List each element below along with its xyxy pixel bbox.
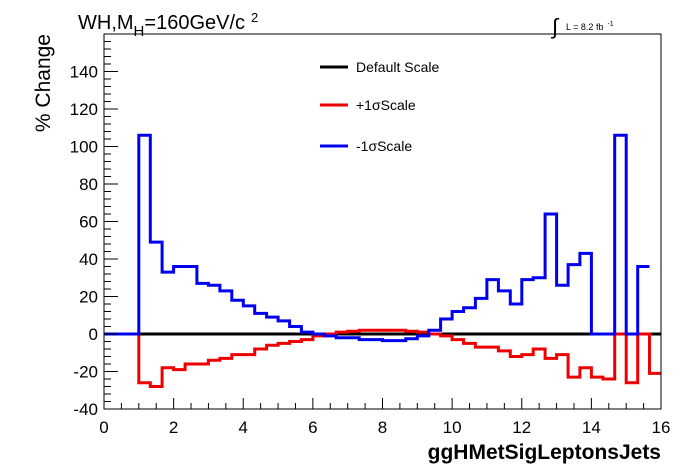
- x-tick-label: 0: [99, 418, 108, 437]
- y-tick-label: 20: [79, 288, 98, 307]
- plus1sigma-scale-line: [104, 328, 661, 388]
- x-tick-label: 12: [512, 418, 531, 437]
- x-tick-label: 16: [652, 418, 671, 437]
- y-tick-label: 0: [89, 325, 98, 344]
- y-tick-label: 140: [70, 63, 98, 82]
- x-tick-label: 10: [443, 418, 462, 437]
- y-tick-label: 80: [79, 175, 98, 194]
- x-tick-label: 14: [582, 418, 601, 437]
- y-tick-label: -20: [73, 363, 98, 382]
- y-tick-label: 100: [70, 138, 98, 157]
- x-tick-label: 6: [308, 418, 317, 437]
- y-tick-label: -40: [73, 400, 98, 419]
- x-tick-label: 4: [239, 418, 248, 437]
- minus1sigma-scale-line: [104, 133, 650, 343]
- lumi-integral-symbol: ∫: [550, 14, 560, 39]
- legend-label-minus1sigma: -1σScale: [356, 138, 412, 154]
- y-tick-label: 60: [79, 213, 98, 232]
- y-tick-label: 120: [70, 100, 98, 119]
- header-mass: =160GeV/c: [144, 12, 245, 34]
- y-axis: -40 -20 0 20 40 60 80 100 120 140: [70, 41, 118, 419]
- header-mass-exponent: 2: [251, 10, 258, 25]
- y-axis-title: % Change: [32, 34, 55, 132]
- header-process: WH,M: [78, 12, 134, 34]
- y-tick-label: 40: [79, 250, 98, 269]
- x-axis-title: ggHMetSigLeptonsJets: [428, 441, 661, 464]
- x-tick-label: 2: [169, 418, 178, 437]
- svg-text:WH,MH=160GeV/c2: WH,MH=160GeV/c 2: [78, 10, 258, 40]
- header-subscript: H: [134, 23, 145, 40]
- legend-label-default: Default Scale: [356, 59, 439, 75]
- x-tick-label: 8: [378, 418, 387, 437]
- series-layer: [104, 133, 661, 388]
- svg-text:L = 8.2 fb-1: L = 8.2 fb -1: [566, 21, 614, 32]
- legend-label-plus1sigma: +1σScale: [356, 97, 416, 113]
- lumi-exponent: -1: [607, 21, 613, 28]
- legend: Default Scale +1σScale -1σScale: [320, 59, 439, 154]
- lumi-text: L = 8.2 fb: [566, 22, 603, 32]
- x-axis: 0 2 4 6 8 10 12 14 16: [99, 398, 670, 437]
